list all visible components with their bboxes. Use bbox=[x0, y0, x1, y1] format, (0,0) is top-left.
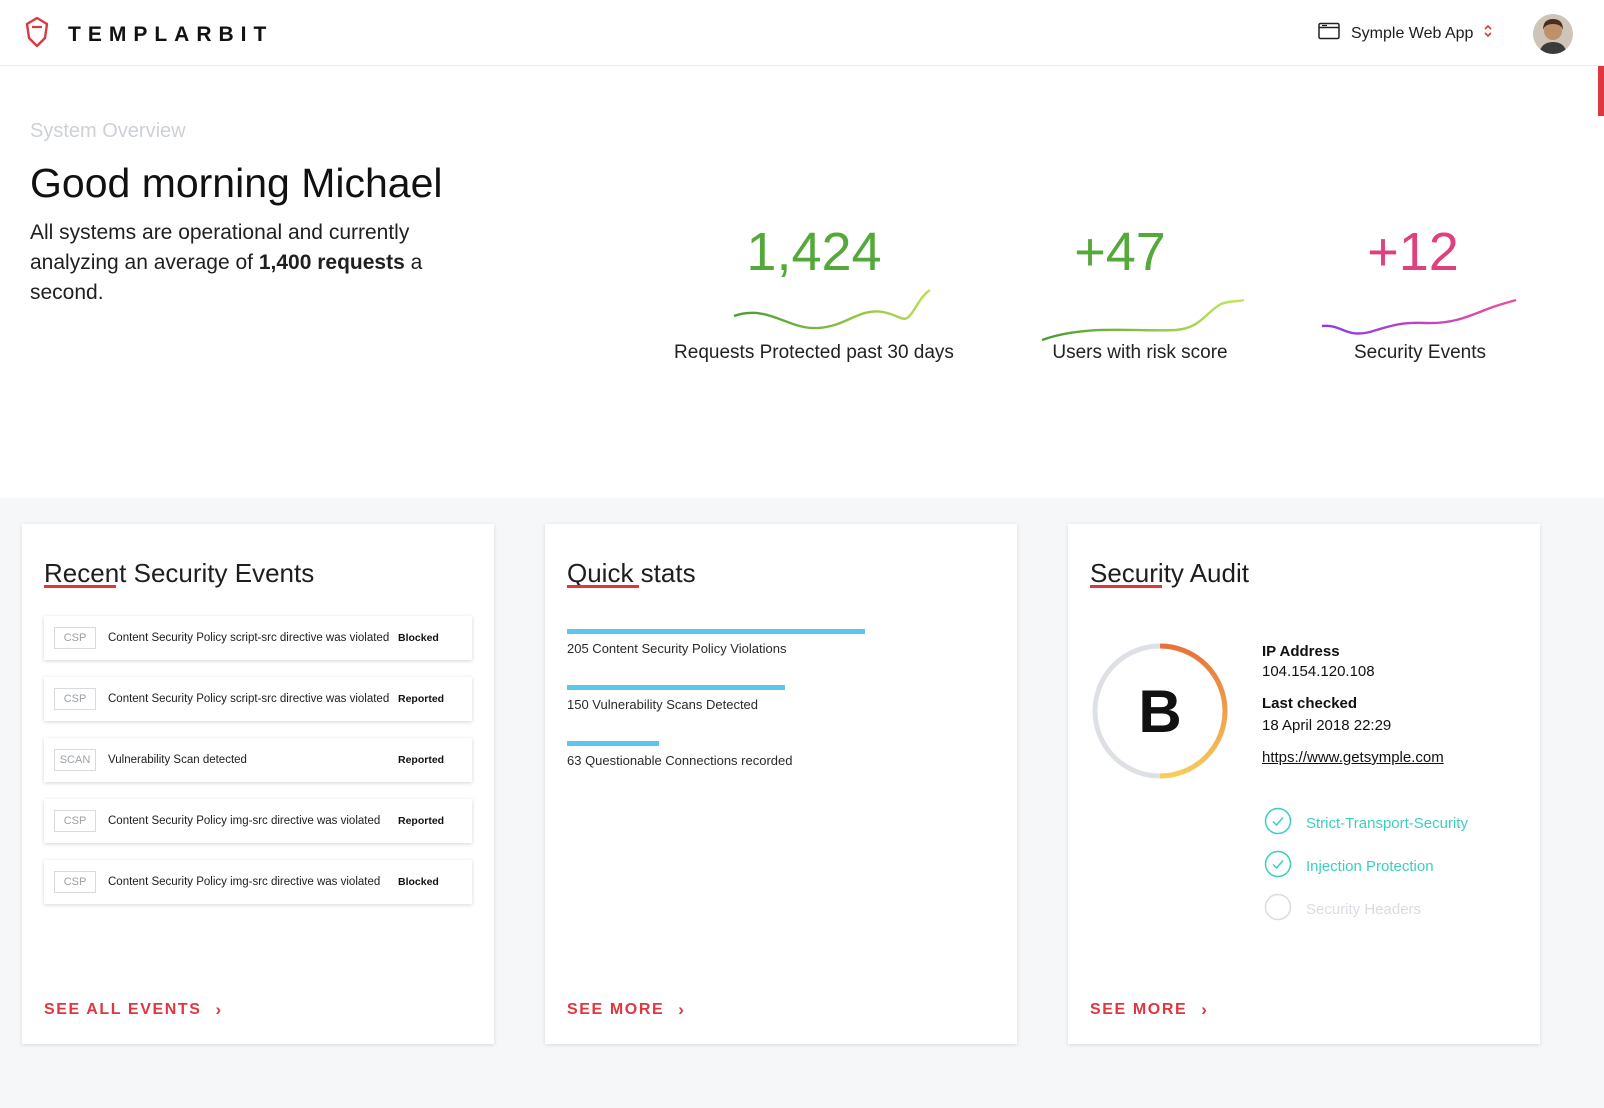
event-row[interactable]: CSP Content Security Policy script-src d… bbox=[44, 616, 472, 660]
site-url-link[interactable]: https://www.getsymple.com bbox=[1262, 749, 1444, 766]
link-label: SEE MORE bbox=[567, 1001, 665, 1018]
logo[interactable]: TEMPLARBIT bbox=[24, 16, 273, 53]
event-status: Blocked bbox=[398, 876, 439, 888]
recent-events-card: Recent Security Events CSP Content Secur… bbox=[22, 524, 494, 1044]
chevron-right-icon: › bbox=[1201, 1000, 1209, 1019]
users-sparkline bbox=[1041, 298, 1245, 342]
link-label: SEE MORE bbox=[1090, 1001, 1188, 1018]
see-all-events-link[interactable]: SEE ALL EVENTS › bbox=[44, 1000, 223, 1020]
stat-bar bbox=[567, 629, 865, 634]
card-title: Recent Security Events bbox=[44, 558, 315, 588]
ip-value: 104.154.120.108 bbox=[1262, 663, 1375, 680]
stat-bar bbox=[567, 741, 659, 746]
security-sparkline bbox=[1321, 298, 1517, 335]
title-underline bbox=[44, 585, 116, 588]
chevron-right-icon: › bbox=[678, 1000, 686, 1019]
card-title: Quick stats bbox=[567, 558, 696, 588]
user-avatar[interactable] bbox=[1533, 14, 1573, 54]
grade-letter: B bbox=[1138, 677, 1182, 745]
sort-updown-icon bbox=[1473, 23, 1493, 44]
stat-label: 63 Questionable Connections recorded bbox=[567, 753, 793, 768]
security-audit-card: Security Audit B IP Address 104.154.120.… bbox=[1068, 524, 1540, 1044]
last-checked-value: 18 April 2018 22:29 bbox=[1262, 717, 1392, 734]
event-text: Content Security Policy img-src directiv… bbox=[108, 815, 381, 827]
quick-stats-card: Quick stats 205 Content Security Policy … bbox=[545, 524, 1017, 1044]
metric-value: +47 bbox=[1074, 222, 1166, 282]
event-tag: CSP bbox=[54, 627, 96, 649]
event-row[interactable]: CSP Content Security Policy img-src dire… bbox=[44, 799, 472, 843]
check-label: Strict-Transport-Security bbox=[1306, 814, 1468, 832]
event-tag: CSP bbox=[54, 810, 96, 832]
check-circle-icon bbox=[1264, 807, 1292, 839]
event-status: Reported bbox=[398, 693, 445, 705]
check-item: Strict-Transport-Security bbox=[1264, 807, 1468, 839]
scrollbar-thumb[interactable] bbox=[1598, 66, 1604, 116]
metric-label: Requests Protected past 30 days bbox=[674, 342, 954, 363]
metric-label: Users with risk score bbox=[1052, 342, 1228, 363]
summary-highlight: 1,400 requests bbox=[258, 251, 405, 274]
check-item: Security Headers bbox=[1264, 893, 1421, 925]
event-text: Content Security Policy img-src directiv… bbox=[108, 876, 381, 888]
check-label: Security Headers bbox=[1306, 900, 1422, 918]
ip-label: IP Address bbox=[1262, 643, 1340, 660]
see-more-stats-link[interactable]: SEE MORE › bbox=[567, 1000, 686, 1020]
event-text: Content Security Policy script-src direc… bbox=[108, 693, 390, 705]
metric-requests: 1,424 Requests Protected past 30 days bbox=[668, 222, 960, 364]
metric-users: +47 Users with risk score bbox=[1016, 222, 1264, 364]
greeting-title: Good morning Michael bbox=[30, 160, 443, 206]
empty-circle-icon bbox=[1264, 893, 1292, 925]
event-text: Content Security Policy script-src direc… bbox=[108, 632, 390, 644]
summary-text-end: a second. bbox=[30, 251, 423, 304]
event-row[interactable]: SCAN Vulnerability Scan detected Reporte… bbox=[44, 738, 472, 782]
metric-value: +12 bbox=[1367, 222, 1459, 282]
check-label: Injection Protection bbox=[1306, 857, 1434, 875]
metric-label: Security Events bbox=[1354, 342, 1486, 363]
browser-window-icon bbox=[1318, 22, 1340, 45]
event-tag: SCAN bbox=[54, 749, 96, 771]
stat-bar bbox=[567, 685, 785, 690]
brand-name: TEMPLARBIT bbox=[68, 22, 274, 46]
last-checked-label: Last checked bbox=[1262, 695, 1358, 712]
title-underline bbox=[567, 585, 639, 588]
chevron-right-icon: › bbox=[215, 1000, 223, 1019]
top-bar: TEMPLARBIT Symple Web App bbox=[0, 0, 1604, 66]
event-status: Reported bbox=[398, 815, 445, 827]
summary-text-start: All systems are operational and currentl… bbox=[30, 221, 410, 274]
metric-security-events: +12 Security Events bbox=[1300, 222, 1540, 364]
grade-ring: B bbox=[1090, 641, 1230, 781]
event-row[interactable]: CSP Content Security Policy img-src dire… bbox=[44, 860, 472, 904]
requests-sparkline bbox=[733, 289, 931, 330]
event-row[interactable]: CSP Content Security Policy script-src d… bbox=[44, 677, 472, 721]
card-title: Security Audit bbox=[1090, 558, 1249, 588]
stat-label: 205 Content Security Policy Violations bbox=[567, 641, 787, 656]
event-status: Reported bbox=[398, 754, 445, 766]
templarbit-shield-icon bbox=[24, 16, 50, 53]
event-tag: CSP bbox=[54, 871, 96, 893]
page-eyebrow: System Overview bbox=[30, 120, 186, 142]
app-name: Symple Web App bbox=[1351, 24, 1474, 42]
event-tag: CSP bbox=[54, 688, 96, 710]
app-switcher[interactable]: Symple Web App bbox=[1318, 22, 1493, 45]
metric-value: 1,424 bbox=[746, 222, 882, 282]
check-item: Injection Protection bbox=[1264, 850, 1434, 882]
stat-label: 150 Vulnerability Scans Detected bbox=[567, 697, 759, 712]
event-status: Blocked bbox=[398, 632, 439, 644]
title-underline bbox=[1090, 585, 1162, 588]
see-more-audit-link[interactable]: SEE MORE › bbox=[1090, 1000, 1209, 1020]
check-circle-icon bbox=[1264, 850, 1292, 882]
event-text: Vulnerability Scan detected bbox=[108, 754, 247, 766]
system-summary: All systems are operational and currentl… bbox=[30, 218, 470, 308]
link-label: SEE ALL EVENTS bbox=[44, 1001, 202, 1018]
